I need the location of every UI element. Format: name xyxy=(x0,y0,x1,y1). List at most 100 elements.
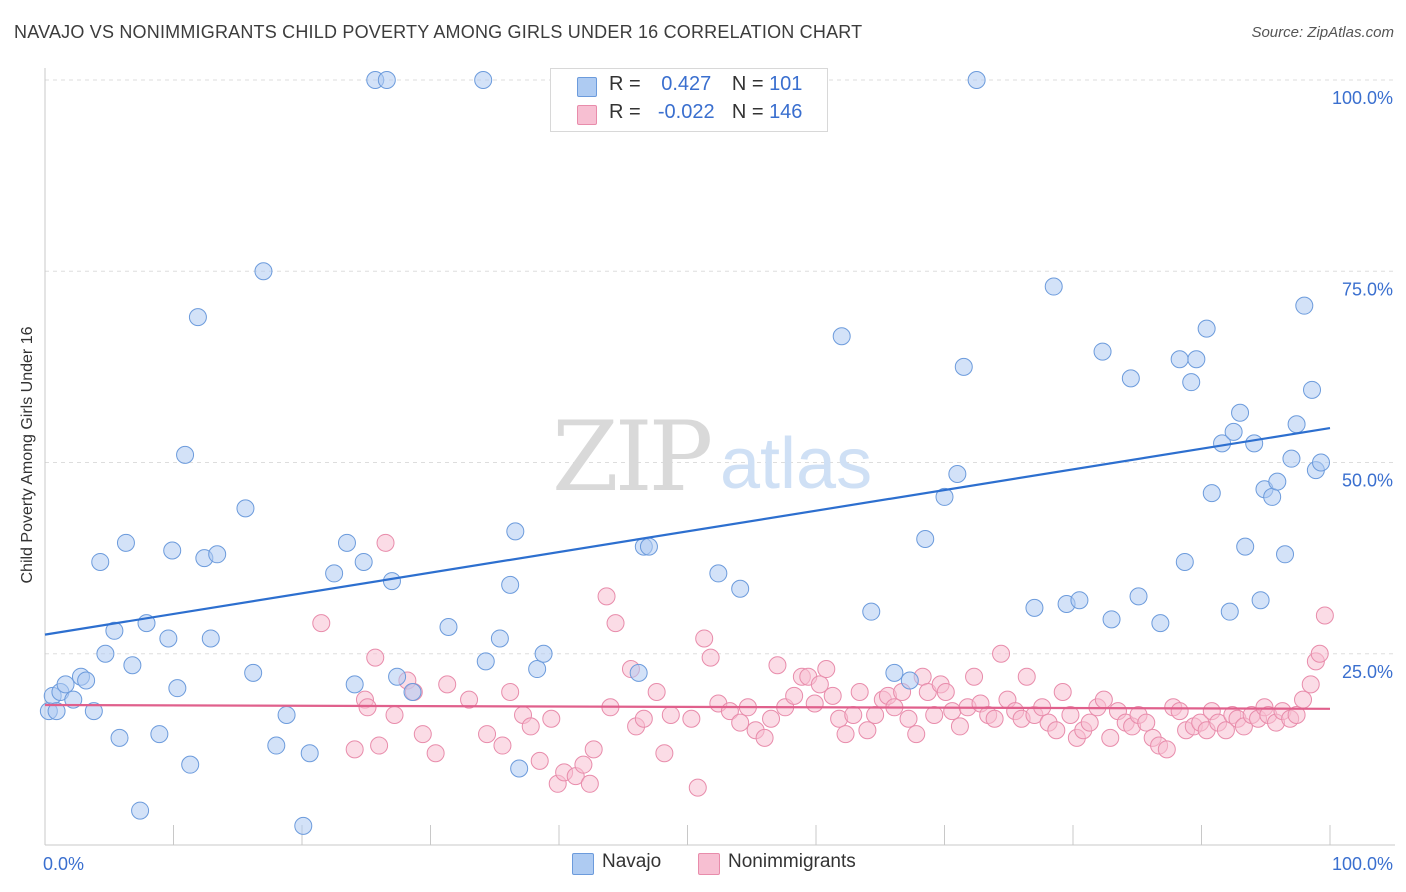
navajo-point xyxy=(439,617,458,636)
navajo-point xyxy=(862,602,881,621)
navajo-point xyxy=(1303,380,1322,399)
navajo-swatch xyxy=(577,77,597,97)
navajo-point xyxy=(47,702,66,721)
navajo-point xyxy=(77,671,96,690)
nonimmigrants-point xyxy=(521,717,540,736)
navajo-point xyxy=(1295,296,1314,315)
navajo-point xyxy=(159,629,178,648)
navajo-legend-swatch xyxy=(572,853,594,875)
nonimmigrants-point xyxy=(661,705,680,724)
x-tick-label: 0.0% xyxy=(43,854,84,874)
navajo-point xyxy=(1129,587,1148,606)
nonimmigrants-point xyxy=(755,728,774,747)
navajo-point xyxy=(105,621,124,640)
navajo-point xyxy=(377,71,396,89)
nonimmigrants-point xyxy=(1157,740,1176,759)
nonimmigrants-point xyxy=(805,694,824,713)
nonimmigrants-point xyxy=(1170,702,1189,721)
nonimmigrants-point xyxy=(925,705,944,724)
legend-r-label: R = xyxy=(609,101,641,123)
navajo-point xyxy=(832,327,851,346)
navajo-point xyxy=(1263,487,1282,506)
navajo-point xyxy=(501,575,520,594)
nonimmigrants-point xyxy=(426,744,445,763)
nonimmigrants-legend-swatch xyxy=(698,853,720,875)
nonimmigrants-point xyxy=(695,629,714,648)
legend-r-value: 0.427 xyxy=(661,73,712,95)
nonimmigrants-point xyxy=(992,644,1011,663)
nonimmigrants-point xyxy=(866,705,885,724)
navajo-point xyxy=(277,705,296,724)
nonimmigrants-point xyxy=(768,656,787,675)
nonimmigrants-point xyxy=(1287,705,1306,724)
navajo-point xyxy=(163,541,182,560)
nonimmigrants-point xyxy=(597,587,616,606)
navajo-point xyxy=(208,545,227,564)
nonimmigrants-point xyxy=(1294,690,1313,709)
navajo-point xyxy=(967,71,986,89)
nonimmigrants-legend-label: Nonimmigrants xyxy=(728,851,856,872)
nonimmigrants-point xyxy=(1101,728,1120,747)
navajo-point xyxy=(1187,350,1206,369)
nonimmigrants-point xyxy=(731,713,750,732)
navajo-point xyxy=(181,755,200,774)
navajo-point xyxy=(131,801,150,820)
legend-r-value: -0.022 xyxy=(657,101,715,123)
nonimmigrants-point xyxy=(688,778,707,797)
navajo-legend-label: Navajo xyxy=(602,851,662,872)
nonimmigrants-point xyxy=(858,721,877,740)
navajo-point xyxy=(1224,422,1243,441)
navajo-point xyxy=(91,552,110,571)
nonimmigrants-point xyxy=(501,683,520,701)
nonimmigrants-point xyxy=(530,751,549,770)
nonimmigrants-point xyxy=(936,683,955,701)
nonimmigrants-point xyxy=(1061,705,1080,724)
navajo-point xyxy=(916,530,935,548)
y-tick-label: 50.0% xyxy=(1342,471,1393,491)
navajo-point xyxy=(948,464,967,483)
nonimmigrants-point xyxy=(1047,721,1066,740)
navajo-point xyxy=(300,744,319,763)
nonimmigrants-point xyxy=(1216,721,1235,740)
navajo-trend-line xyxy=(44,426,1331,636)
y-tick-label: 75.0% xyxy=(1342,279,1393,299)
navajo-point xyxy=(1044,277,1063,296)
navajo-point xyxy=(150,725,169,744)
nonimmigrants-point xyxy=(493,736,512,755)
navajo-point xyxy=(325,564,344,583)
navajo-point xyxy=(506,522,525,541)
navajo-point xyxy=(1102,610,1121,629)
nonimmigrants-point xyxy=(385,705,404,724)
navajo-point xyxy=(1245,434,1264,453)
navajo-point xyxy=(244,663,263,682)
nonimmigrants-point xyxy=(850,683,869,701)
navajo-point xyxy=(510,759,529,778)
nonimmigrants-point xyxy=(647,683,666,701)
nonimmigrants-point xyxy=(574,755,593,774)
navajo-point xyxy=(382,572,401,591)
navajo-point xyxy=(639,537,658,556)
navajo-point xyxy=(528,660,547,679)
navajo-point xyxy=(629,663,648,682)
navajo-point xyxy=(1268,472,1287,491)
nonimmigrants-point xyxy=(584,740,603,759)
nonimmigrants-point xyxy=(899,709,918,728)
navajo-point xyxy=(1175,552,1194,571)
navajo-point xyxy=(490,629,509,648)
navajo-point xyxy=(354,552,373,571)
navajo-point xyxy=(1121,369,1140,388)
y-tick-label: 100.0% xyxy=(1332,88,1393,108)
navajo-point xyxy=(188,308,207,327)
nonimmigrants-point xyxy=(1080,713,1099,732)
nonimmigrants-point xyxy=(345,740,364,759)
nonimmigrants-point xyxy=(366,648,385,667)
nonimmigrants-point xyxy=(844,705,863,724)
legend-n-value: 101 xyxy=(769,73,803,95)
navajo-point xyxy=(1282,449,1301,468)
nonimmigrants-trend-line xyxy=(44,703,1331,710)
nonimmigrants-point xyxy=(1315,606,1334,625)
nonimmigrants-point xyxy=(762,709,781,728)
navajo-point xyxy=(1182,373,1201,392)
navajo-point xyxy=(254,262,273,281)
